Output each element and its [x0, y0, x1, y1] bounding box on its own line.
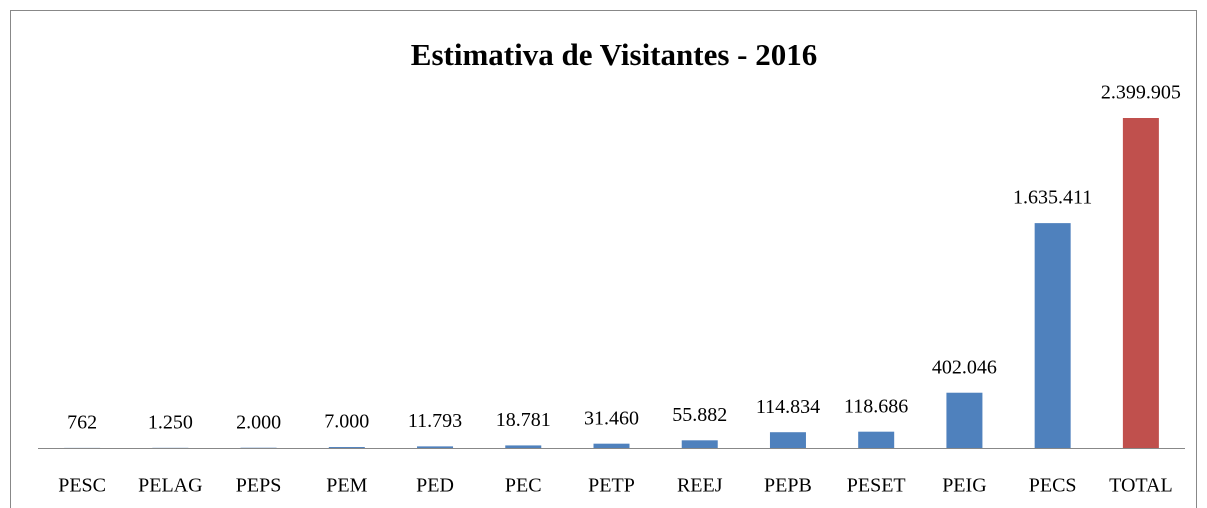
chart-title: Estimativa de Visitantes - 2016	[411, 37, 817, 72]
bar	[328, 447, 365, 448]
bar	[858, 431, 895, 448]
chart-frame	[10, 10, 1197, 508]
value-label: 1.635.411	[1013, 187, 1092, 209]
value-label: 55.882	[672, 404, 727, 426]
x-tick-label: PEPS	[236, 475, 282, 497]
bar	[769, 432, 806, 448]
value-label: 2.000	[236, 411, 281, 433]
x-tick-label: PETP	[588, 475, 635, 497]
x-tick-label: PESET	[847, 475, 906, 497]
x-tick-label: PELAG	[138, 475, 202, 497]
value-label: 114.834	[756, 396, 820, 418]
x-tick-label: PESC	[58, 475, 106, 497]
value-label: 762	[67, 411, 97, 433]
bar	[1122, 118, 1159, 448]
value-label: 402.046	[932, 356, 997, 378]
x-tick-label: TOTAL	[1109, 475, 1173, 497]
x-tick-label: PED	[416, 475, 454, 497]
x-tick-label: PEC	[505, 475, 542, 497]
bar	[593, 443, 630, 448]
bar	[1034, 223, 1071, 448]
bar	[946, 392, 983, 448]
value-label: 11.793	[408, 410, 462, 432]
x-tick-label: PEM	[326, 475, 367, 497]
x-tick-label: PEIG	[942, 475, 986, 497]
x-tick-label: PEPB	[764, 475, 812, 497]
x-tick-label: PECS	[1029, 475, 1077, 497]
value-label: 2.399.905	[1101, 82, 1181, 104]
bar	[417, 446, 454, 448]
value-label: 7.000	[324, 411, 369, 433]
value-label: 31.460	[584, 407, 639, 429]
value-label: 1.250	[148, 411, 193, 433]
value-label: 18.781	[496, 409, 551, 431]
bar	[505, 445, 542, 448]
bar	[681, 440, 718, 448]
x-tick-label: REEJ	[677, 475, 723, 497]
value-label: 118.686	[844, 395, 908, 417]
